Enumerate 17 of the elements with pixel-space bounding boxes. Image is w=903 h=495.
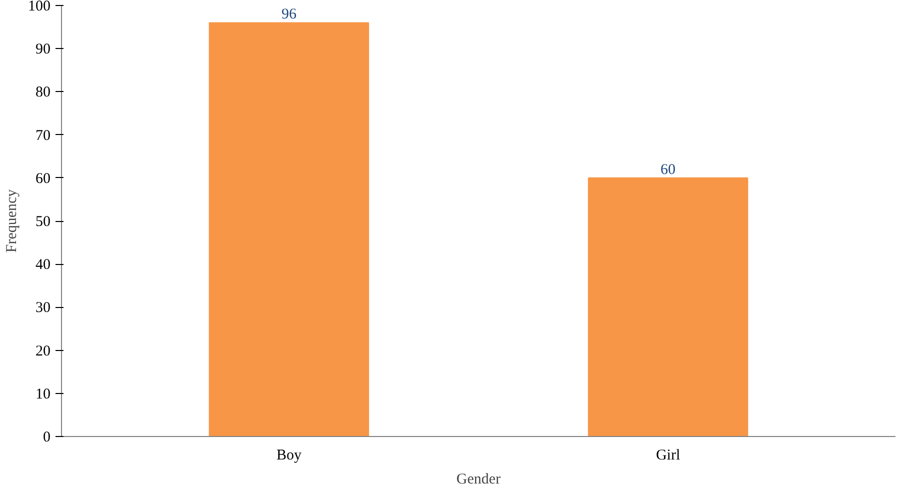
data-label: 96: [281, 6, 297, 23]
y-tick-label: 10: [36, 386, 50, 402]
y-tick-label: 60: [36, 170, 50, 187]
data-label: 60: [660, 162, 676, 178]
y-tick-label: 30: [36, 300, 50, 316]
y-tick-label: 70: [36, 128, 50, 144]
y-axis-title: Frequency: [4, 188, 20, 253]
y-tick-label: 80: [36, 84, 50, 101]
y-tick-label: 100: [28, 0, 50, 14]
y-tick-label: 50: [36, 214, 50, 230]
y-tick-label: 40: [36, 257, 50, 274]
x-tick-label: Girl: [656, 448, 680, 464]
x-tick-label: Boy: [276, 448, 302, 464]
x-axis-title: Gender: [456, 472, 501, 488]
y-tick-label: 90: [36, 42, 50, 58]
y-tick-label: 20: [36, 343, 50, 360]
y-tick-label: 0: [43, 430, 50, 446]
